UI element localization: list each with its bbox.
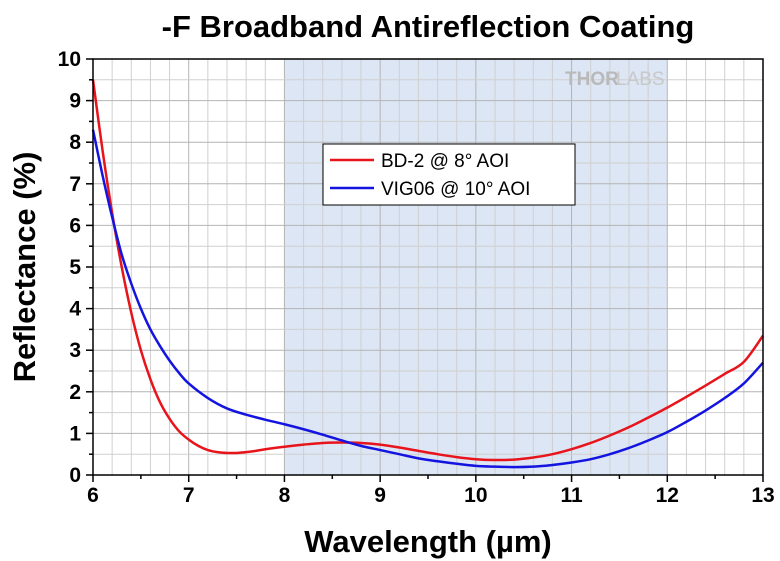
y-tick-label: 1	[69, 422, 81, 445]
x-tick-labels: 6 7 8 9 10 11 12 13	[87, 484, 775, 507]
legend-box	[322, 143, 576, 206]
legend-label-bd2: BD-2 @ 8° AOI	[381, 151, 509, 172]
legend-label-vig06: VIG06 @ 10° AOI	[381, 179, 530, 200]
series-group	[91, 79, 765, 469]
x-tick-label: 6	[87, 484, 99, 507]
y-tick-label: 3	[69, 339, 81, 362]
y-tick-labels: 0 1 2 3 4 5 6 7 8 9 10	[58, 48, 82, 487]
legend: BD-2 @ 8° AOI VIG06 @ 10° AOI	[322, 143, 576, 206]
chart-title: -F Broadband Antireflection Coating	[162, 9, 695, 44]
series-line-1	[91, 129, 764, 469]
axis-ticks	[86, 58, 764, 482]
series-line-0	[91, 79, 765, 462]
y-axis-title: Reflectance (%)	[7, 152, 42, 383]
thorlabs-watermark: THOR LABS	[565, 69, 665, 90]
x-tick-label: 11	[560, 484, 583, 507]
x-tick-label: 13	[751, 484, 774, 507]
x-axis-title: Wavelength (µm)	[304, 524, 552, 559]
watermark-labs-text: LABS	[616, 69, 665, 90]
y-tick-label: 7	[69, 173, 81, 196]
x-tick-label: 8	[279, 484, 291, 507]
y-tick-label: 5	[69, 256, 81, 279]
y-tick-label: 8	[69, 131, 81, 154]
y-tick-label: 4	[69, 298, 81, 321]
y-tick-label: 9	[69, 90, 81, 113]
y-tick-label: 0	[69, 464, 81, 487]
x-tick-label: 9	[374, 484, 386, 507]
y-tick-label: 2	[69, 381, 81, 404]
grid	[93, 59, 763, 475]
watermark-thor-text: THOR	[565, 69, 619, 90]
x-tick-label: 7	[183, 484, 195, 507]
y-tick-label: 10	[58, 48, 81, 71]
x-tick-label: 12	[656, 484, 679, 507]
y-tick-label: 6	[69, 214, 81, 237]
x-tick-label: 10	[464, 484, 487, 507]
